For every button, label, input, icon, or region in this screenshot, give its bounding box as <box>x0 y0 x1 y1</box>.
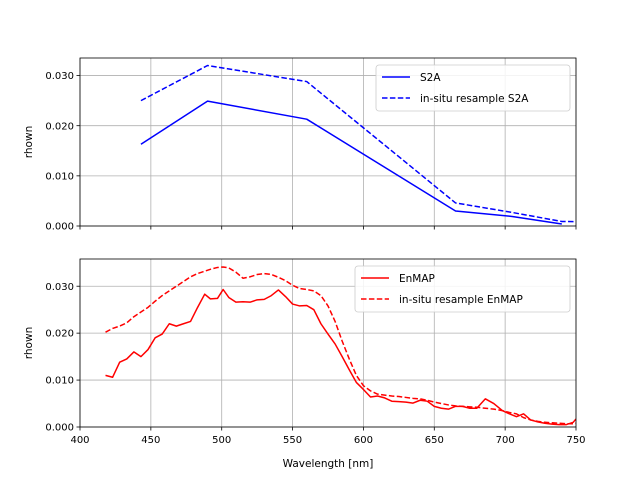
y-axis-label: rhown <box>23 327 35 359</box>
series-line <box>105 288 576 426</box>
x-tick-label: 500 <box>212 435 231 446</box>
x-tick-label: 650 <box>425 435 444 446</box>
axes-frame <box>79 258 577 428</box>
subplot-2: 400 450 500 550 600 650 700 750 0.000 0.010 0.020 0… <box>23 258 586 470</box>
legend-label: in-situ resample S2A <box>420 93 529 105</box>
y-tick-label: 0.000 <box>45 222 74 233</box>
y-tick-label: 0.010 <box>45 376 74 387</box>
series-line <box>105 266 576 425</box>
y-tick-label: 0.000 <box>45 423 74 434</box>
y-tick-label: 0.010 <box>45 171 74 182</box>
x-axis-label: Wavelength [nm] <box>283 458 374 470</box>
series-line <box>140 100 562 225</box>
legend-box <box>375 64 571 112</box>
legend-box <box>354 265 571 313</box>
x-tick-label: 750 <box>566 435 585 446</box>
y-tick-label: 0.030 <box>45 282 74 293</box>
x-tick-label: 400 <box>70 435 89 446</box>
legend-label: EnMAP <box>399 273 435 285</box>
legend: S2A in-situ resample S2A <box>375 64 571 112</box>
x-tick-label: 550 <box>283 435 302 446</box>
series-group <box>140 64 576 225</box>
y-axis-label: rhown <box>23 126 35 158</box>
legend: EnMAP in-situ resample EnMAP <box>354 265 571 313</box>
x-tick-label: 700 <box>496 435 515 446</box>
legend-label: S2A <box>420 72 441 84</box>
x-tick-label: 600 <box>354 435 373 446</box>
y-tick-label: 0.020 <box>45 329 74 340</box>
subplot-1: 0.000 0.010 0.020 0.030 rhown S2A in-situ resa… <box>23 57 577 233</box>
legend-label: in-situ resample EnMAP <box>399 294 523 306</box>
series-line <box>140 64 576 223</box>
series-group <box>105 266 576 426</box>
y-tick-label: 0.020 <box>45 121 74 132</box>
y-tick-label: 0.030 <box>45 71 74 82</box>
x-tick-label: 450 <box>141 435 160 446</box>
axes-frame <box>79 57 577 227</box>
